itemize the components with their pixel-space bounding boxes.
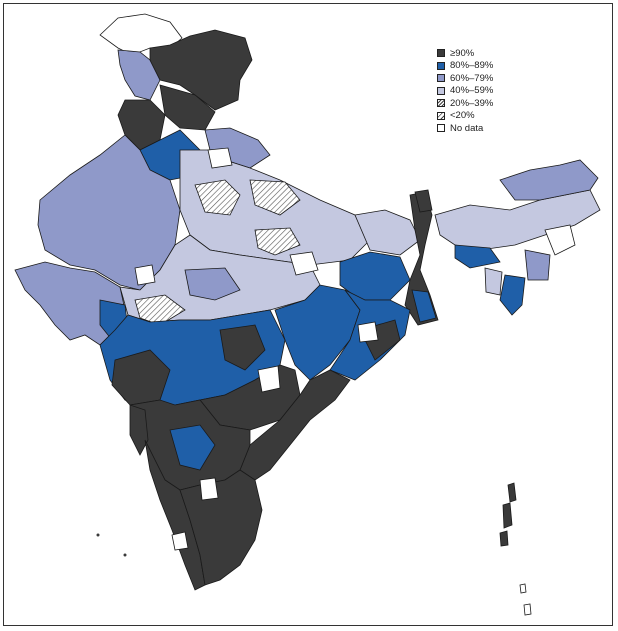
region-sikkim xyxy=(414,189,433,213)
legend-label: No data xyxy=(450,122,484,134)
legend-label: <20% xyxy=(450,110,475,122)
region-tamil-nadu xyxy=(179,469,263,586)
region-lakshadweep-1 xyxy=(96,533,100,537)
region-tripura xyxy=(484,267,503,296)
region-nodata-5 xyxy=(199,477,219,501)
region-ladakh xyxy=(149,29,253,111)
region-nicobar-1 xyxy=(519,583,527,594)
region-up-hatched-1 xyxy=(194,179,241,216)
region-mp-hatched xyxy=(134,294,186,326)
legend-item: 20%–39% xyxy=(437,97,493,110)
region-nodata-3 xyxy=(357,321,379,343)
region-nodata-2 xyxy=(289,251,319,276)
region-kolkata xyxy=(411,289,437,323)
region-meghalaya xyxy=(454,244,501,269)
legend-swatch xyxy=(437,124,445,133)
legend-swatch xyxy=(437,49,445,58)
region-up-hatched-2 xyxy=(249,179,301,216)
region-nagaland xyxy=(544,224,576,256)
region-nicobar-2 xyxy=(523,603,532,616)
region-bihar xyxy=(354,209,421,256)
region-maharashtra-dark-2 xyxy=(219,324,266,371)
region-nodata-7 xyxy=(171,531,189,551)
legend-item: 60%–79% xyxy=(437,72,493,85)
legend-swatch xyxy=(437,74,445,83)
region-nodata-1 xyxy=(207,147,233,169)
legend-swatch xyxy=(437,99,445,108)
legend-swatch xyxy=(437,111,445,120)
legend-item: 40%–59% xyxy=(437,85,493,98)
legend-swatch xyxy=(437,61,445,70)
region-andaman-3 xyxy=(499,530,509,547)
legend-item: 80%–89% xyxy=(437,60,493,73)
region-karnataka-blue xyxy=(169,424,216,471)
legend-item: ≥90% xyxy=(437,47,493,60)
legend-label: 40%–59% xyxy=(450,85,494,97)
legend-label: 80%–89% xyxy=(450,60,494,72)
region-mp-medium xyxy=(184,267,241,301)
legend-swatch xyxy=(437,86,445,95)
region-goa xyxy=(129,404,149,456)
region-jharkhand xyxy=(339,251,411,301)
legend-label: 20%–39% xyxy=(450,97,494,109)
region-up-hatched-3 xyxy=(254,227,301,256)
region-andaman-1 xyxy=(507,482,517,503)
legend-label: 60%–79% xyxy=(450,72,494,84)
region-manipur xyxy=(524,249,551,281)
region-arunachal xyxy=(499,159,599,201)
region-andaman-2 xyxy=(502,502,513,529)
region-lakshadweep-2 xyxy=(123,553,127,557)
region-mizoram xyxy=(499,274,526,316)
region-nodata-6 xyxy=(134,264,156,286)
legend-item: <20% xyxy=(437,110,493,123)
legend-label: ≥90% xyxy=(450,47,475,59)
region-nodata-4 xyxy=(257,365,281,393)
legend-item: No data xyxy=(437,122,493,135)
map-legend: ≥90% 80%–89% 60%–79% 40%–59% 20%–39% <20… xyxy=(437,47,493,135)
